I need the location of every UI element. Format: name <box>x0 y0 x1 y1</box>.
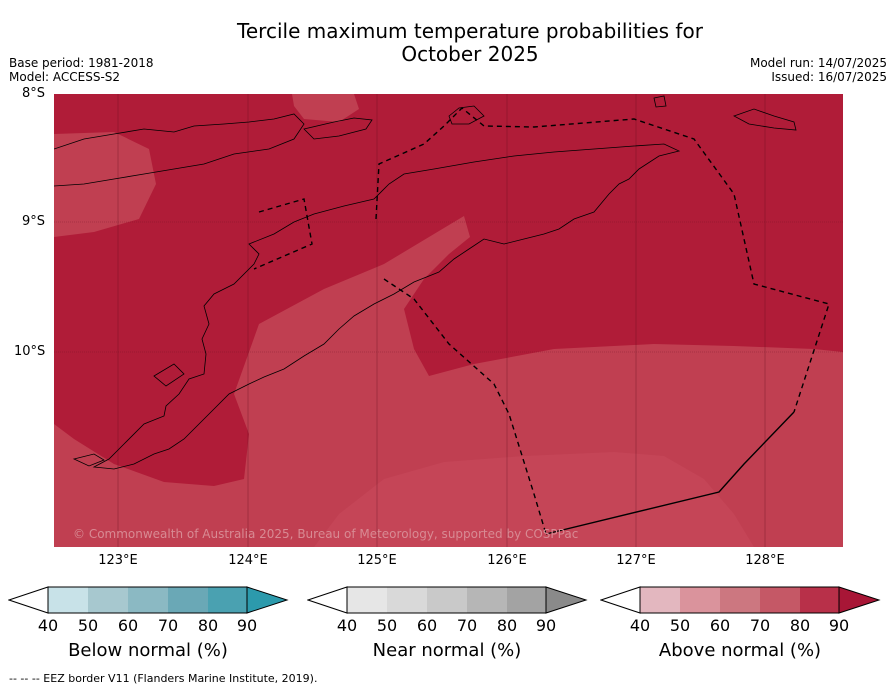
lon-label-124e: 124°E <box>228 553 268 568</box>
above-tick-50: 50 <box>669 616 691 635</box>
rote-island-coast <box>72 453 105 467</box>
above-normal-swatch-50-60 <box>680 587 720 613</box>
eastern-islands-coast <box>733 108 797 131</box>
below-normal-colorbar <box>8 586 289 614</box>
below-normal-swatch-40-50 <box>48 587 88 613</box>
alor-island-coast <box>303 117 373 140</box>
above-tick-40: 40 <box>629 616 651 635</box>
timor-island-coast <box>92 143 681 470</box>
model-info: Base period: 1981-2018 Model: ACCESS-S2 <box>9 56 154 84</box>
near-normal-swatch-40-50 <box>347 587 387 613</box>
eez-borders <box>253 107 830 535</box>
above-normal-60-70-region <box>314 452 754 547</box>
above-normal-swatch-40-50 <box>640 587 680 613</box>
lat-label-10s: 10°S <box>14 344 46 359</box>
below-normal-swatch-max <box>246 586 289 614</box>
below-tick-40: 40 <box>37 616 59 635</box>
below-tick-50: 50 <box>77 616 99 635</box>
near-tick-70: 70 <box>456 616 478 635</box>
above-tick-70: 70 <box>749 616 771 635</box>
above-tick-60: 60 <box>709 616 731 635</box>
near-normal-swatch-80-90 <box>507 587 546 613</box>
coastlines <box>54 95 797 470</box>
small-island-coast <box>653 95 667 108</box>
above-normal-swatch-70-80 <box>760 587 800 613</box>
above-normal-colorbar <box>600 586 881 614</box>
above-tick-90: 90 <box>828 616 850 635</box>
above-normal-swatch-max <box>838 586 881 614</box>
flores-island-coast <box>54 113 305 187</box>
near-normal-swatch-60-70 <box>427 587 467 613</box>
graticule <box>54 94 843 547</box>
near-normal-colorbar <box>307 586 588 614</box>
below-tick-80: 80 <box>197 616 219 635</box>
below-tick-90: 90 <box>236 616 258 635</box>
below-tick-70: 70 <box>157 616 179 635</box>
below-normal-label: Below normal (%) <box>68 640 228 661</box>
near-normal-swatch-50-60 <box>387 587 427 613</box>
wetar-island-coast <box>448 105 485 125</box>
below-normal-swatch-70-80 <box>168 587 208 613</box>
copyright-notice: © Commonwealth of Australia 2025, Bureau… <box>73 527 579 541</box>
below-normal-swatch-min <box>8 586 49 614</box>
near-tick-40: 40 <box>336 616 358 635</box>
lon-label-127e: 127°E <box>616 553 656 568</box>
near-tick-50: 50 <box>376 616 398 635</box>
eez-border-solid <box>545 411 795 535</box>
lat-label-8s: 8°S <box>22 86 46 101</box>
probability-map <box>54 94 843 547</box>
run-info: Model run: 14/07/2025 Issued: 16/07/2025 <box>750 56 887 84</box>
issued-date: Issued: 16/07/2025 <box>771 70 887 84</box>
above-normal-swatch-60-70 <box>720 587 760 613</box>
below-normal-swatch-50-60 <box>88 587 128 613</box>
lat-label-9s: 9°S <box>22 214 46 229</box>
near-tick-80: 80 <box>496 616 518 635</box>
eez-border-dashed <box>253 107 830 535</box>
eez-footnote: -- -- -- EEZ border V11 (Flanders Marine… <box>9 672 318 685</box>
near-normal-label: Near normal (%) <box>372 640 522 661</box>
above-normal-swatch-80-90 <box>800 587 839 613</box>
semau-island-coast <box>153 363 185 387</box>
below-tick-60: 60 <box>117 616 139 635</box>
title-line-2: October 2025 <box>401 42 539 66</box>
base-period: Base period: 1981-2018 <box>9 56 154 70</box>
above-tick-80: 80 <box>789 616 811 635</box>
map-title: Tercile maximum temperature probabilitie… <box>170 20 770 66</box>
near-normal-swatch-70-80 <box>467 587 507 613</box>
title-line-1: Tercile maximum temperature probabilitie… <box>237 19 703 43</box>
near-tick-60: 60 <box>416 616 438 635</box>
near-tick-90: 90 <box>535 616 557 635</box>
above-normal-swatch-min <box>600 586 641 614</box>
above-normal-70-80-region-northwest <box>54 132 156 237</box>
model-run: Model run: 14/07/2025 <box>749 56 887 70</box>
model-name: Model: ACCESS-S2 <box>9 70 121 84</box>
below-normal-swatch-80-90 <box>208 587 247 613</box>
lon-label-123e: 123°E <box>98 553 138 568</box>
above-normal-label: Above normal (%) <box>658 640 822 661</box>
near-normal-swatch-max <box>545 586 588 614</box>
lon-label-126e: 126°E <box>487 553 527 568</box>
above-normal-70-80-region-north <box>292 94 359 122</box>
lon-label-125e: 125°E <box>357 553 397 568</box>
near-normal-swatch-min <box>307 586 348 614</box>
lon-label-128e: 128°E <box>745 553 785 568</box>
below-normal-swatch-60-70 <box>128 587 168 613</box>
